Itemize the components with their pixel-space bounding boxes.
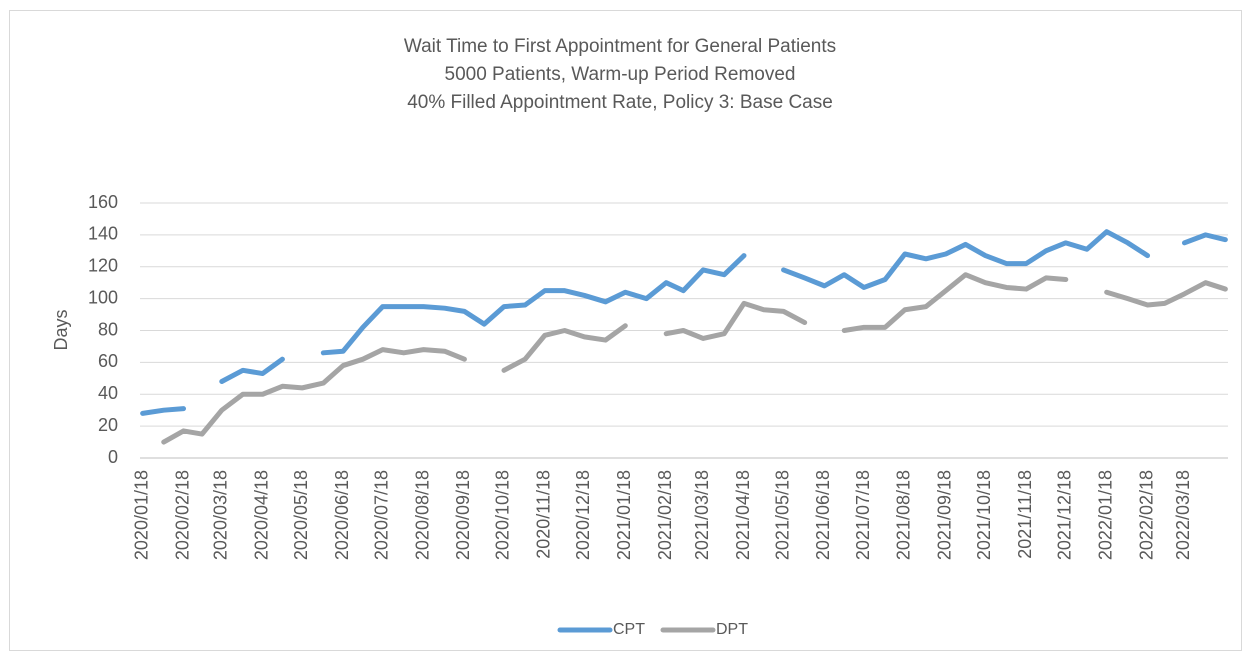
series-line — [140, 229, 1228, 416]
x-tick-label: 2020/06/18 — [332, 470, 352, 560]
x-tick-label: 2022/02/18 — [1136, 470, 1156, 560]
x-tick-label: 2020/01/18 — [131, 470, 151, 560]
x-tick-label: 2020/10/18 — [493, 470, 513, 560]
series-line — [161, 272, 1228, 445]
y-tick-label: 40 — [98, 383, 118, 403]
x-tick-label: 2020/08/18 — [412, 470, 432, 560]
x-tick-label: 2021/03/18 — [692, 470, 712, 560]
y-tick-label: 140 — [88, 224, 118, 244]
x-tick-label: 2021/08/18 — [894, 470, 914, 560]
x-tick-label: 2022/01/18 — [1095, 470, 1115, 560]
chart-title: 5000 Patients, Warm-up Period Removed — [445, 64, 796, 85]
x-tick-label: 2021/02/18 — [655, 470, 675, 560]
x-tick-label: 2021/04/18 — [733, 470, 753, 560]
x-tick-label: 2021/12/18 — [1055, 470, 1075, 560]
x-tick-label: 2022/03/18 — [1173, 470, 1193, 560]
y-tick-label: 60 — [98, 351, 118, 371]
x-tick-label: 2020/04/18 — [251, 470, 271, 560]
x-tick-label: 2021/10/18 — [974, 470, 994, 560]
x-tick-label: 2021/07/18 — [853, 470, 873, 560]
y-tick-label: 20 — [98, 415, 118, 435]
y-tick-label: 0 — [108, 447, 118, 467]
y-axis-label: Days — [51, 309, 71, 350]
x-tick-label: 2020/12/18 — [573, 470, 593, 560]
legend-label: CPT — [613, 621, 645, 638]
x-tick-label: 2021/05/18 — [772, 470, 792, 560]
x-tick-label: 2020/02/18 — [172, 470, 192, 560]
y-tick-label: 160 — [88, 192, 118, 212]
x-tick-label: 2021/11/18 — [1015, 470, 1035, 559]
y-tick-label: 80 — [98, 319, 118, 339]
x-tick-label: 2020/03/18 — [211, 470, 231, 560]
legend-label: DPT — [716, 621, 748, 638]
chart-title: Wait Time to First Appointment for Gener… — [404, 36, 836, 57]
x-tick-label: 2021/09/18 — [935, 470, 955, 560]
x-tick-label: 2020/07/18 — [371, 470, 391, 560]
y-tick-label: 120 — [88, 256, 118, 276]
x-tick-label: 2020/11/18 — [534, 470, 554, 559]
x-tick-label: 2020/09/18 — [453, 470, 473, 560]
x-tick-label: 2020/05/18 — [291, 470, 311, 560]
x-tick-label: 2021/06/18 — [813, 470, 833, 560]
chart-title: 40% Filled Appointment Rate, Policy 3: B… — [407, 92, 833, 113]
y-tick-label: 100 — [88, 287, 118, 307]
x-tick-label: 2021/01/18 — [614, 470, 634, 560]
